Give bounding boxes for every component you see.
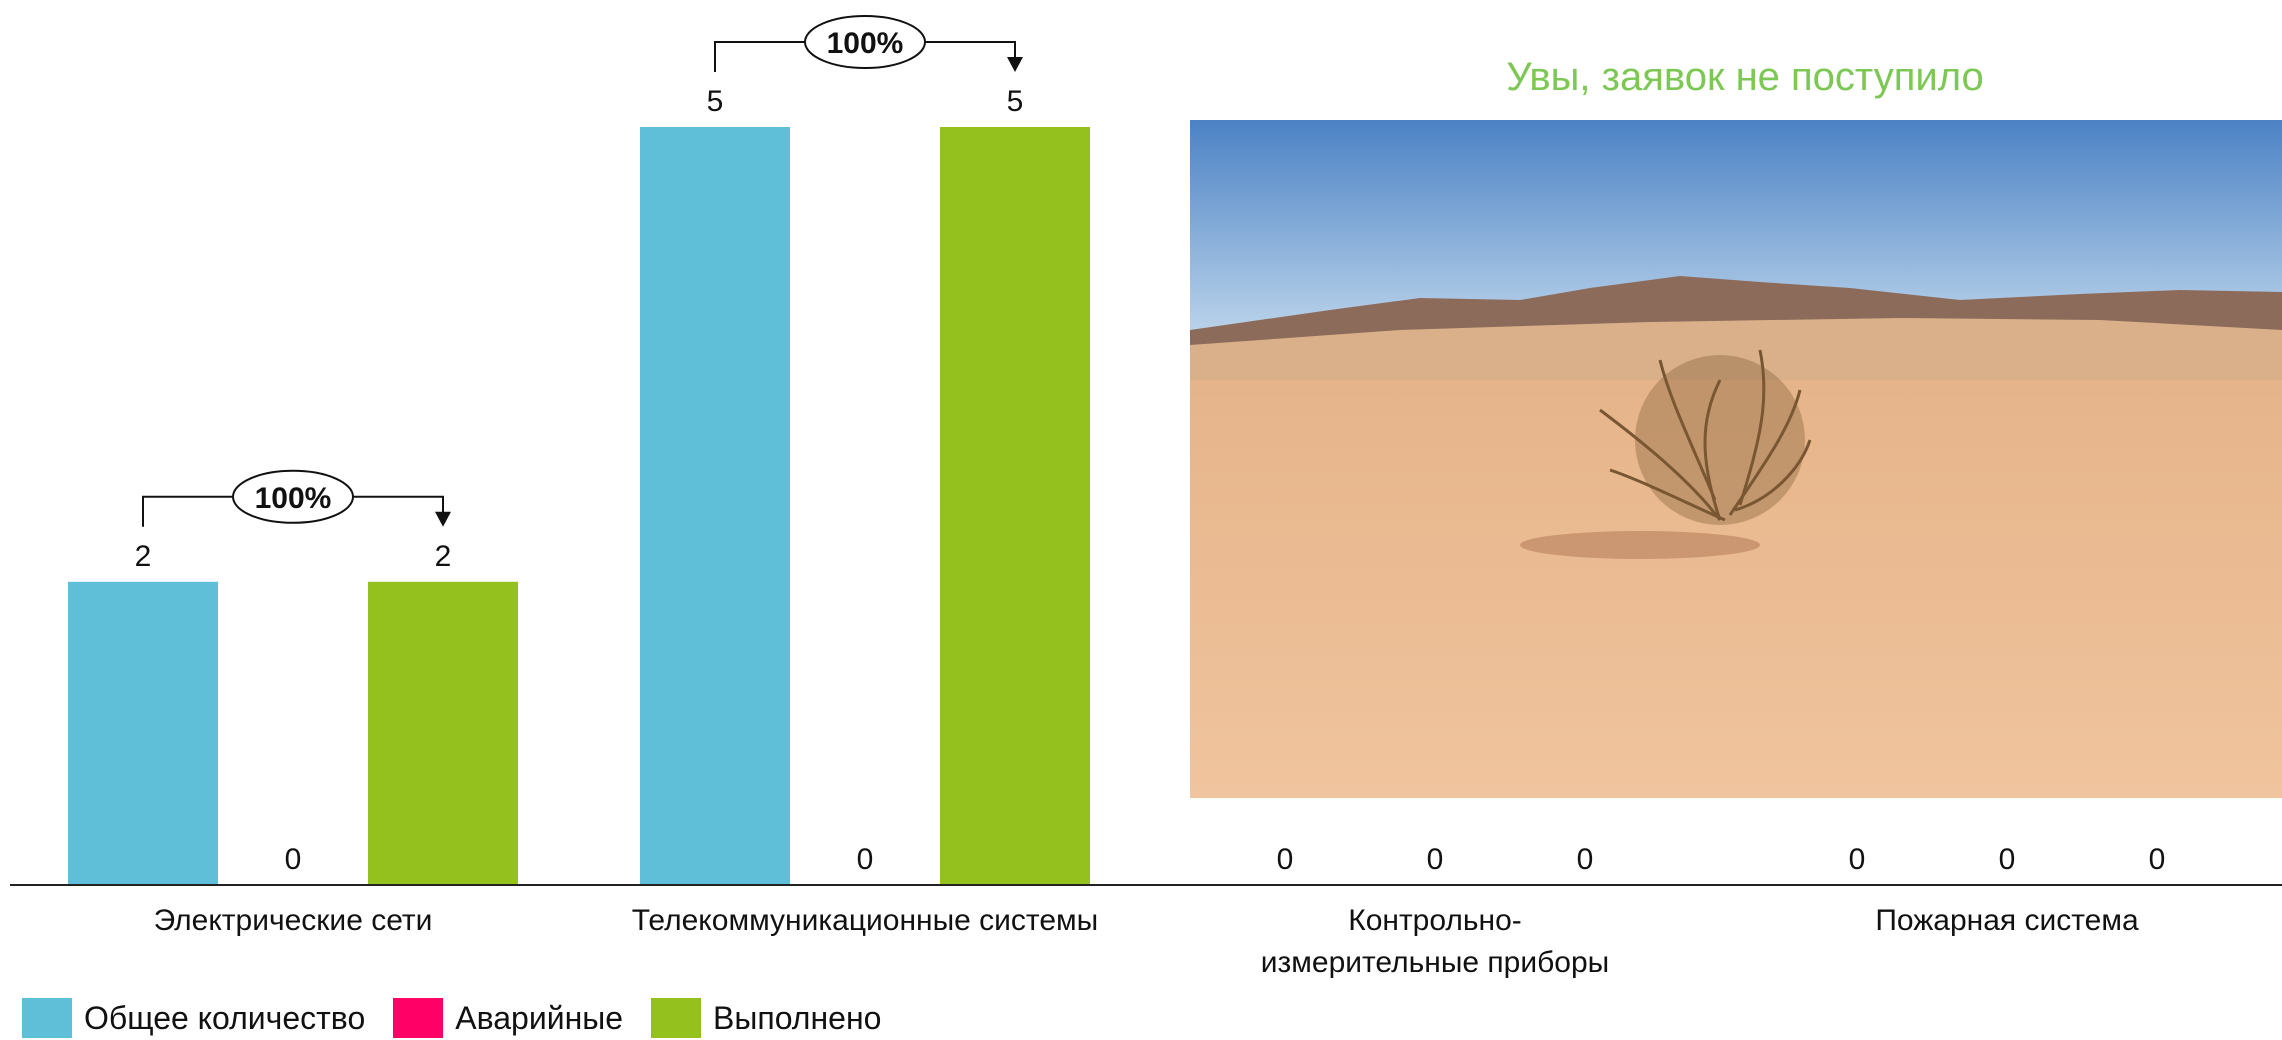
legend-item-done: Выполнено xyxy=(651,998,881,1038)
value-label-total-1: 5 xyxy=(707,85,724,118)
value-label-emergency-1: 0 xyxy=(857,843,874,876)
legend-label-total: Общее количество xyxy=(84,999,366,1036)
category-label-0: Электрические сети xyxy=(154,904,433,937)
value-label-done-3: 0 xyxy=(2149,843,2166,876)
value-label-emergency-3: 0 xyxy=(1999,843,2016,876)
no-requests-note: Увы, заявок не поступило xyxy=(1506,55,1983,99)
legend-swatch-emergency xyxy=(393,998,444,1038)
completion-badge-0 xyxy=(232,469,354,524)
completion-badge-1 xyxy=(804,15,926,69)
legend-swatch-done xyxy=(651,998,702,1038)
category-label-2-line-0: Контрольно- xyxy=(1348,904,1522,937)
category-label-1: Телекоммуникационные системы xyxy=(632,904,1098,937)
value-label-done-2: 0 xyxy=(1577,843,1594,876)
legend-item-total: Общее количество xyxy=(22,998,365,1038)
value-label-emergency-2: 0 xyxy=(1427,843,1444,876)
value-label-emergency-0: 0 xyxy=(285,843,302,876)
bar-done-1 xyxy=(940,127,1090,885)
value-label-total-0: 2 xyxy=(135,540,152,573)
value-label-done-1: 5 xyxy=(1007,85,1024,118)
value-label-total-3: 0 xyxy=(1849,843,1866,876)
legend-label-emergency: Аварийные xyxy=(455,999,624,1036)
legend-item-emergency: Аварийные xyxy=(393,998,623,1038)
completion-percent-0: 100% xyxy=(255,482,332,515)
bar-total-0 xyxy=(68,581,218,885)
category-label-2-line-1: измерительные приборы xyxy=(1261,946,1609,979)
bar-total-1 xyxy=(640,127,790,885)
desert-photo xyxy=(1190,120,2282,798)
value-label-total-2: 0 xyxy=(1277,843,1294,876)
legend-label-done: Выполнено xyxy=(713,999,882,1036)
arrow-down-icon xyxy=(1007,57,1023,72)
value-label-done-0: 2 xyxy=(435,540,452,573)
completion-percent-1: 100% xyxy=(827,27,904,60)
legend: Общее количество Аварийные Выполнено xyxy=(22,998,909,1038)
legend-swatch-total xyxy=(22,998,72,1038)
category-label-3: Пожарная система xyxy=(1875,904,2139,937)
arrow-down-icon xyxy=(435,511,451,527)
bar-done-0 xyxy=(368,581,518,885)
